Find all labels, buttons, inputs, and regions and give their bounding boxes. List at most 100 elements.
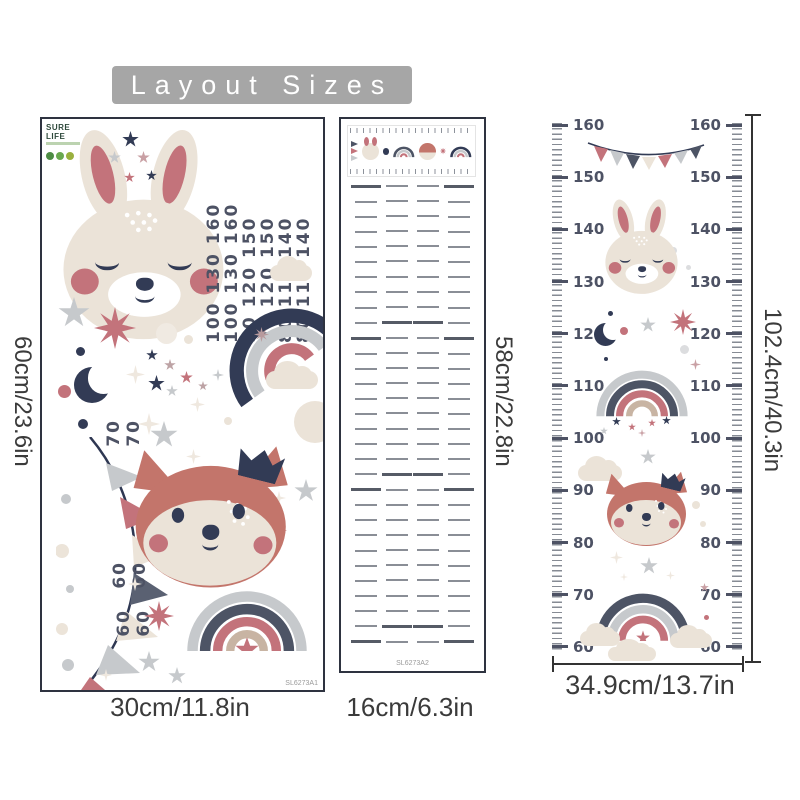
scale-number: 140 bbox=[573, 220, 605, 239]
ruler-dash bbox=[386, 352, 408, 355]
ruler-dash bbox=[386, 442, 408, 445]
ruler-dash bbox=[417, 609, 439, 612]
rainbow-arc bbox=[246, 324, 323, 398]
ruler-dash bbox=[355, 534, 377, 537]
star-icon bbox=[636, 630, 650, 641]
ruler-dash bbox=[448, 473, 470, 476]
bunny-mouth bbox=[135, 289, 155, 303]
star-icon bbox=[146, 170, 157, 181]
bunny-cheek bbox=[662, 262, 676, 274]
ruler-dash bbox=[386, 609, 408, 612]
ruler-dash bbox=[355, 397, 377, 400]
star-icon bbox=[294, 479, 318, 501]
ruler-dash bbox=[448, 321, 470, 324]
ruler-dash bbox=[355, 443, 377, 446]
star-icon bbox=[612, 417, 621, 426]
mini-chart-strip bbox=[347, 125, 476, 177]
fox-cheek bbox=[253, 536, 273, 555]
sheet-code: SL6273A2 bbox=[396, 660, 429, 667]
ruler-dash bbox=[417, 260, 439, 263]
cloud-icon bbox=[580, 622, 620, 646]
star-icon bbox=[670, 309, 696, 335]
scale-number: 120 bbox=[689, 324, 721, 343]
ruler-dash bbox=[386, 200, 408, 203]
bunny-nose bbox=[638, 266, 647, 273]
mini-bunny-icon bbox=[362, 136, 379, 160]
pennant-banner-icon bbox=[56, 437, 168, 690]
mini-chart-motifs bbox=[351, 136, 472, 162]
ruler-dash bbox=[417, 457, 439, 460]
ruler-dash bbox=[448, 458, 470, 461]
fox-cheek bbox=[614, 518, 624, 528]
ruler-dash bbox=[448, 549, 470, 552]
cloud-icon bbox=[608, 639, 656, 661]
ruler-dash bbox=[417, 215, 439, 218]
ruler-dash bbox=[448, 428, 470, 430]
pennant-banner-icon bbox=[587, 142, 705, 170]
ruler-dash bbox=[386, 519, 408, 522]
freckles bbox=[633, 236, 636, 239]
ruler-dash bbox=[417, 579, 439, 582]
freckles bbox=[124, 212, 130, 218]
ruler-dash bbox=[417, 290, 439, 293]
star-icon bbox=[439, 147, 447, 155]
ruler-dash bbox=[417, 534, 439, 537]
major-tick bbox=[726, 123, 742, 127]
bunny-eye bbox=[95, 254, 120, 271]
scale-mark: 140 bbox=[552, 220, 604, 238]
moon-icon bbox=[594, 319, 623, 346]
ruler-dash bbox=[417, 352, 439, 355]
ruler-dash bbox=[355, 367, 377, 370]
mini-rainbow-icon bbox=[393, 146, 415, 157]
scale-number: 160 bbox=[573, 116, 605, 134]
ruler-dash bbox=[355, 473, 377, 476]
ruler-dash bbox=[386, 275, 408, 278]
mini-fox-icon bbox=[418, 142, 436, 160]
ruler-dash bbox=[355, 504, 377, 507]
star-icon bbox=[610, 551, 623, 564]
scale-mark: 80 bbox=[690, 534, 742, 552]
major-tick bbox=[726, 227, 742, 231]
fox-eye bbox=[626, 504, 633, 512]
scale-mark: 120 bbox=[690, 325, 742, 343]
sheet-a1-width-label: 30cm/11.8in bbox=[110, 692, 250, 722]
star-icon bbox=[166, 385, 178, 396]
bunny-illustration bbox=[56, 125, 233, 343]
scale-mark: 150 bbox=[552, 168, 604, 186]
star-icon bbox=[600, 427, 608, 435]
ruler-dash bbox=[355, 458, 377, 461]
decorative-dot bbox=[680, 345, 689, 354]
ruler-dash bbox=[355, 216, 377, 219]
star-icon bbox=[198, 381, 208, 391]
major-tick bbox=[552, 488, 568, 492]
ruler-dash bbox=[448, 201, 470, 204]
ruler-dash bbox=[448, 504, 470, 507]
ruler-dash bbox=[448, 397, 470, 400]
scale-mark: 150 bbox=[690, 168, 742, 186]
star-icon bbox=[190, 397, 205, 412]
star-icon bbox=[638, 429, 646, 437]
decorative-dot bbox=[692, 501, 700, 509]
major-tick bbox=[726, 384, 742, 388]
star-icon bbox=[640, 317, 656, 332]
bunny-cheek bbox=[608, 262, 622, 274]
ruler-dash bbox=[351, 488, 381, 492]
ruler-dash bbox=[355, 382, 377, 385]
ruler-dash bbox=[448, 231, 470, 234]
ruler-dash bbox=[386, 230, 408, 233]
decorative-dot bbox=[184, 335, 193, 344]
star-icon bbox=[648, 419, 656, 427]
ruler-dash bbox=[448, 412, 470, 415]
ruler-dash bbox=[386, 382, 408, 385]
rainbow-arc bbox=[199, 603, 295, 651]
pennant-flag bbox=[642, 157, 656, 170]
fox-eye bbox=[171, 507, 185, 523]
logo-badge-icon bbox=[46, 152, 54, 160]
ruler-dash bbox=[351, 336, 381, 340]
decorative-dot bbox=[56, 544, 69, 558]
fox-mouth bbox=[202, 538, 219, 551]
ruler-dash bbox=[444, 488, 474, 492]
star-icon bbox=[254, 327, 269, 342]
brand-logo: SURE LIFE bbox=[46, 123, 92, 165]
scale-mark: 140 bbox=[690, 220, 742, 238]
